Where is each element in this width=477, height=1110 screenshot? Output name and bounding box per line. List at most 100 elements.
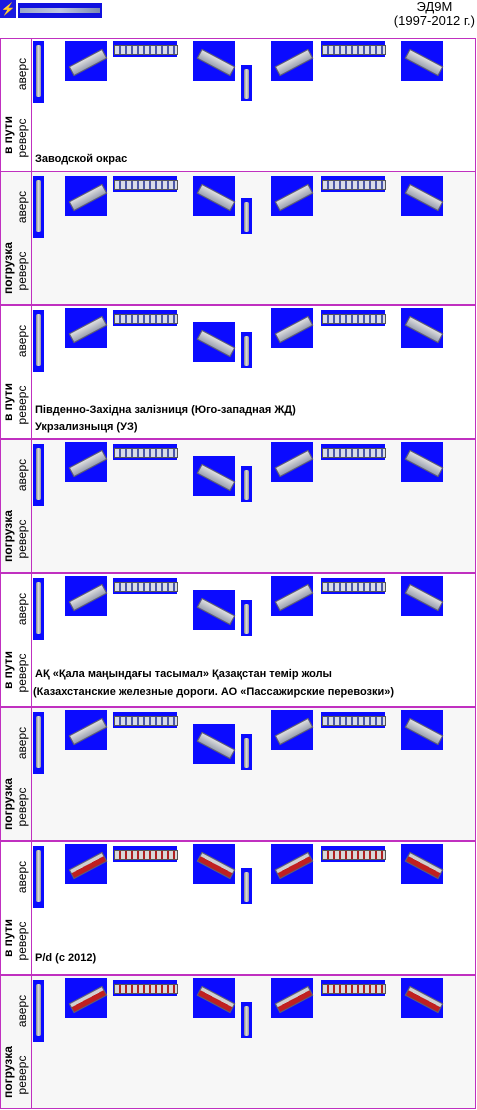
- sprite-diag: [193, 41, 236, 81]
- revers-label: реверс: [15, 118, 29, 158]
- avers-label: аверс: [15, 592, 29, 626]
- page-title: ЭД9М (1997-2012 г.): [394, 0, 475, 28]
- livery-caption: Південно-Західна залізниця (Юго-западная…: [35, 404, 296, 416]
- sprite-diag: [271, 710, 314, 750]
- sprite-horizontal: [113, 980, 178, 996]
- sprite-vertical: [33, 712, 44, 774]
- section-kz-loading: погрузка аверс реверс: [0, 707, 476, 841]
- sprite-vertical: [33, 578, 44, 640]
- sprite-vertical: [241, 600, 252, 636]
- sprite-horizontal: [321, 980, 386, 996]
- sprite-diag: [193, 176, 236, 216]
- avers-label: аверс: [15, 994, 29, 1028]
- sprite-vertical: [241, 466, 252, 502]
- revers-label: реверс: [15, 1055, 29, 1095]
- sprite-diag: [193, 724, 236, 764]
- side-labels: погрузка аверс реверс: [1, 440, 32, 572]
- revers-label: реверс: [15, 653, 29, 693]
- sprite-diag: [271, 442, 314, 482]
- sprite-diag: [271, 844, 314, 884]
- sprite-horizontal: [321, 444, 386, 460]
- sprite-diag: [65, 41, 108, 81]
- sprite-diag: [65, 978, 108, 1018]
- sprite-vertical: [241, 1002, 252, 1038]
- section-kz-moving: в пути аверс реверс АҚ «Қала маңындағы т…: [0, 573, 476, 707]
- sprite-horizontal: [113, 578, 178, 594]
- sprite-diag: [271, 41, 314, 81]
- mode-label: погрузка: [1, 1046, 15, 1098]
- sprite-vertical: [241, 734, 252, 770]
- side-labels: в пути аверс реверс: [1, 574, 32, 706]
- section-pd-loading: погрузка аверс реверс: [0, 975, 476, 1109]
- sprite-diag: [193, 590, 236, 630]
- livery-caption-2: (Казахстанские железные дороги. АО «Пасс…: [33, 686, 395, 698]
- sprite-vertical: [33, 310, 44, 372]
- avers-label: аверс: [15, 190, 29, 224]
- section-pd-moving: в пути аверс реверс P/d (с 2012): [0, 841, 476, 975]
- section-factory-moving: в пути аверс реверс Заводской окрас: [0, 38, 476, 172]
- sprite-diag: [271, 576, 314, 616]
- avers-label: аверс: [15, 860, 29, 894]
- mode-label: в пути: [1, 382, 15, 422]
- avers-label: аверс: [15, 324, 29, 358]
- title-model: ЭД9М: [416, 0, 453, 14]
- section-factory-loading: погрузка аверс реверс: [0, 171, 476, 305]
- sprite-diag: [193, 456, 236, 496]
- sprite-horizontal: [113, 176, 178, 192]
- livery-caption: Заводской окрас: [35, 153, 128, 165]
- mode-label: в пути: [1, 115, 15, 155]
- sprite-diag: [401, 176, 444, 216]
- sprite-diag: [193, 978, 236, 1018]
- revers-label: реверс: [15, 519, 29, 559]
- side-labels: погрузка аверс реверс: [1, 172, 32, 304]
- sprite-vertical: [33, 176, 44, 238]
- sprite-diag: [401, 442, 444, 482]
- sprite-diag: [401, 41, 444, 81]
- side-labels: погрузка аверс реверс: [1, 976, 32, 1108]
- lightning-icon: ⚡: [0, 0, 16, 18]
- section-uz-loading: погрузка аверс реверс: [0, 439, 476, 573]
- sprite-horizontal: [113, 846, 178, 862]
- sprite-horizontal: [321, 310, 386, 326]
- sprite-diag: [65, 710, 108, 750]
- side-labels: погрузка аверс реверс: [1, 708, 32, 840]
- mode-label: погрузка: [1, 778, 15, 830]
- revers-label: реверс: [15, 251, 29, 291]
- livery-caption: АҚ «Қала маңындағы тасымал» Қазақстан те…: [35, 668, 332, 680]
- mode-label: погрузка: [1, 510, 15, 562]
- sprite-diag: [65, 442, 108, 482]
- livery-caption-2: Укрзализныця (УЗ): [35, 421, 138, 433]
- sprite-horizontal: [113, 444, 178, 460]
- sprite-diag: [401, 308, 444, 348]
- mode-label: в пути: [1, 918, 15, 958]
- sprite-diag: [271, 308, 314, 348]
- sprite-diag: [401, 844, 444, 884]
- sprite-diag: [65, 308, 108, 348]
- side-labels: в пути аверс реверс: [1, 306, 32, 438]
- sprite-vertical: [33, 444, 44, 506]
- mode-label: погрузка: [1, 242, 15, 294]
- sprite-horizontal: [321, 41, 386, 57]
- sprite-diag: [193, 322, 236, 362]
- sprite-horizontal: [321, 176, 386, 192]
- sprite-horizontal: [113, 310, 178, 326]
- sprite-vertical: [241, 332, 252, 368]
- sprite-diag: [401, 710, 444, 750]
- avers-label: аверс: [15, 458, 29, 492]
- sprite-vertical: [33, 980, 44, 1042]
- revers-label: реверс: [15, 787, 29, 827]
- sprite-vertical: [241, 868, 252, 904]
- sprite-diag: [401, 978, 444, 1018]
- sprite-vertical: [241, 198, 252, 234]
- mode-label: в пути: [1, 650, 15, 690]
- header: ⚡ ЭД9М (1997-2012 г.): [0, 0, 477, 38]
- sprite-diag: [65, 844, 108, 884]
- sprite-vertical: [33, 846, 44, 908]
- sprite-horizontal: [321, 578, 386, 594]
- side-labels: в пути аверс реверс: [1, 39, 32, 171]
- sprite-diag: [65, 576, 108, 616]
- sprite-horizontal: [113, 41, 178, 57]
- sprite-horizontal: [321, 846, 386, 862]
- train-logo: [18, 3, 102, 18]
- title-years: (1997-2012 г.): [393, 13, 475, 28]
